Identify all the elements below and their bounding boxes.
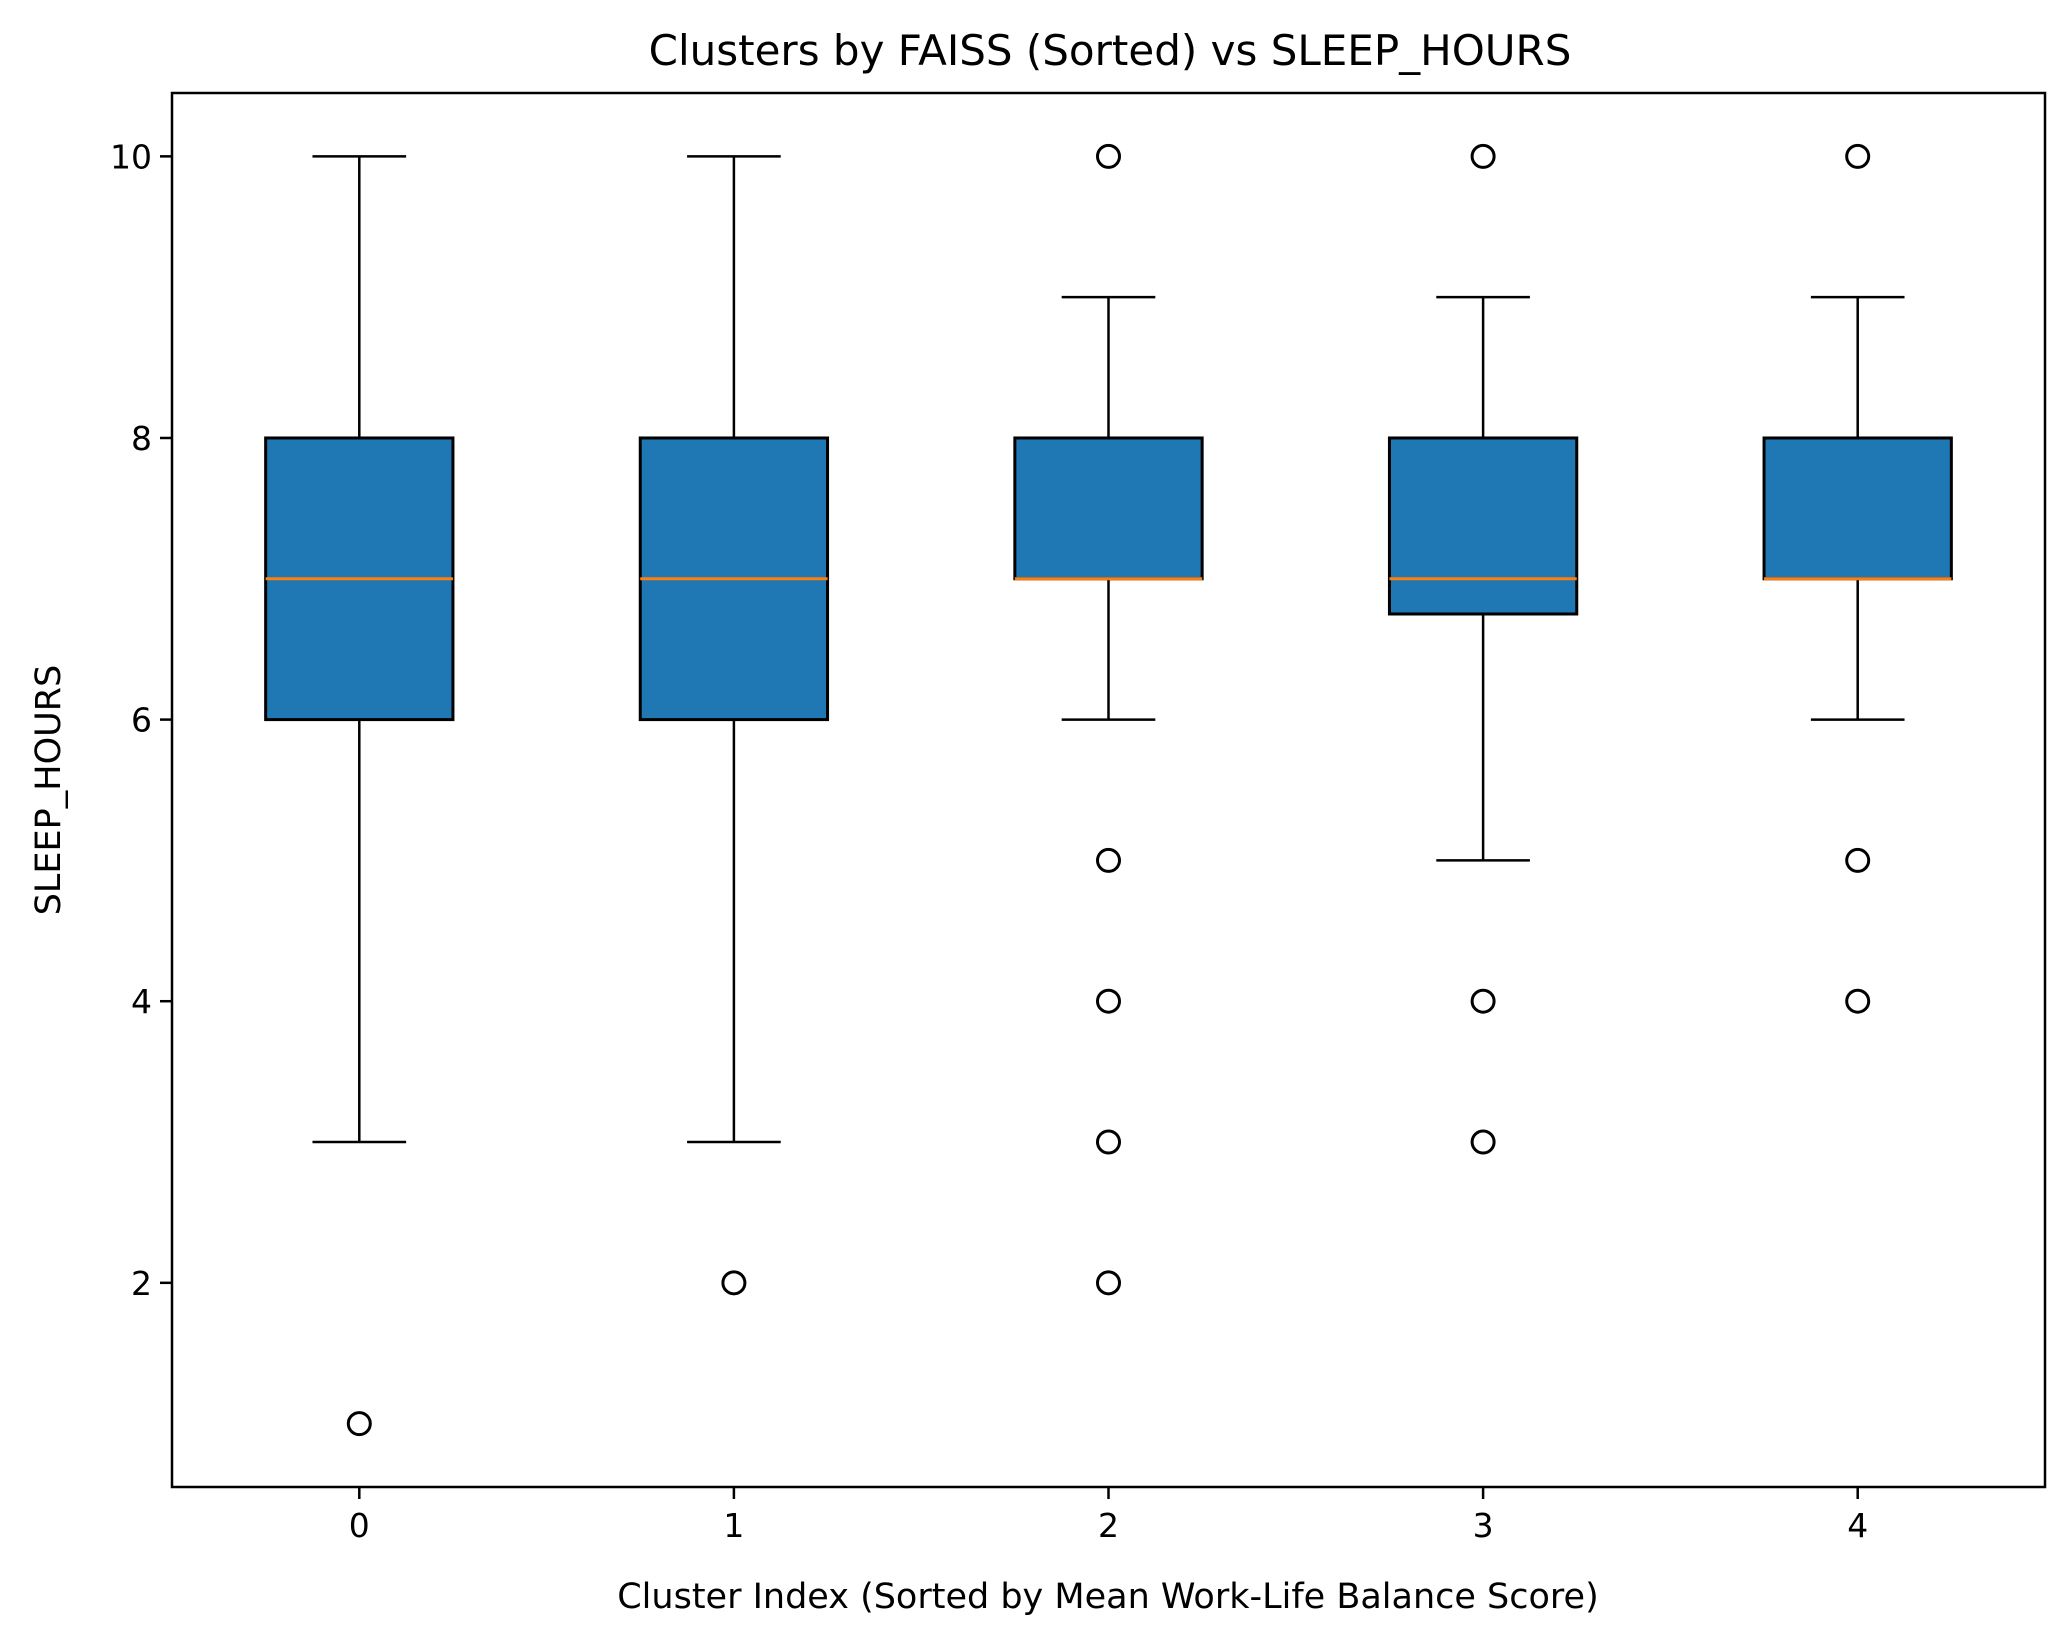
outlier-point: [721, 1270, 747, 1296]
outlier-point: [1845, 847, 1871, 873]
x-tick-label: 1: [723, 1506, 744, 1545]
x-tick-label: 0: [349, 1506, 370, 1545]
plot-area: 2 4 6 8 10 0 1 2 3 4: [110, 137, 1953, 1545]
y-tick-label: 8: [131, 419, 152, 458]
y-tick-label: 10: [110, 137, 152, 176]
x-tick-label: 2: [1098, 1506, 1119, 1545]
box-iqr: [1013, 436, 1204, 581]
box-iqr: [1762, 436, 1953, 581]
y-tick-label: 6: [131, 701, 152, 740]
y-tick-label: 4: [131, 982, 152, 1021]
box-group-2: 2: [1013, 143, 1204, 1545]
outlier-point: [1470, 143, 1496, 169]
box-group-3: 3: [1387, 143, 1579, 1545]
plot-frame: [170, 91, 2047, 1489]
x-tick-label: 4: [1847, 1506, 1868, 1545]
outlier-point: [1845, 143, 1871, 169]
outlier-point: [1845, 988, 1871, 1014]
x-tick-label: 3: [1473, 1506, 1494, 1545]
y-axis-label: SLEEP_HOURS: [29, 665, 69, 916]
chart-title: Clusters by FAISS (Sorted) vs SLEEP_HOUR…: [649, 26, 1572, 75]
outlier-point: [1470, 1129, 1496, 1155]
outlier-point: [1096, 1270, 1121, 1296]
box-iqr: [1387, 436, 1579, 616]
outlier-point: [1096, 847, 1121, 873]
outlier-point: [1096, 1129, 1121, 1155]
y-tick-label: 2: [131, 1264, 152, 1303]
box-group-4: 4: [1762, 143, 1953, 1545]
x-axis-label: Cluster Index (Sorted by Mean Work-Life …: [617, 1577, 1599, 1617]
box-group-1: 1: [638, 155, 830, 1545]
outlier-point: [1096, 143, 1121, 169]
outlier-point: [1470, 988, 1496, 1014]
outlier-point: [346, 1411, 372, 1437]
outlier-point: [1096, 988, 1121, 1014]
box-group-0: 0: [264, 155, 455, 1545]
